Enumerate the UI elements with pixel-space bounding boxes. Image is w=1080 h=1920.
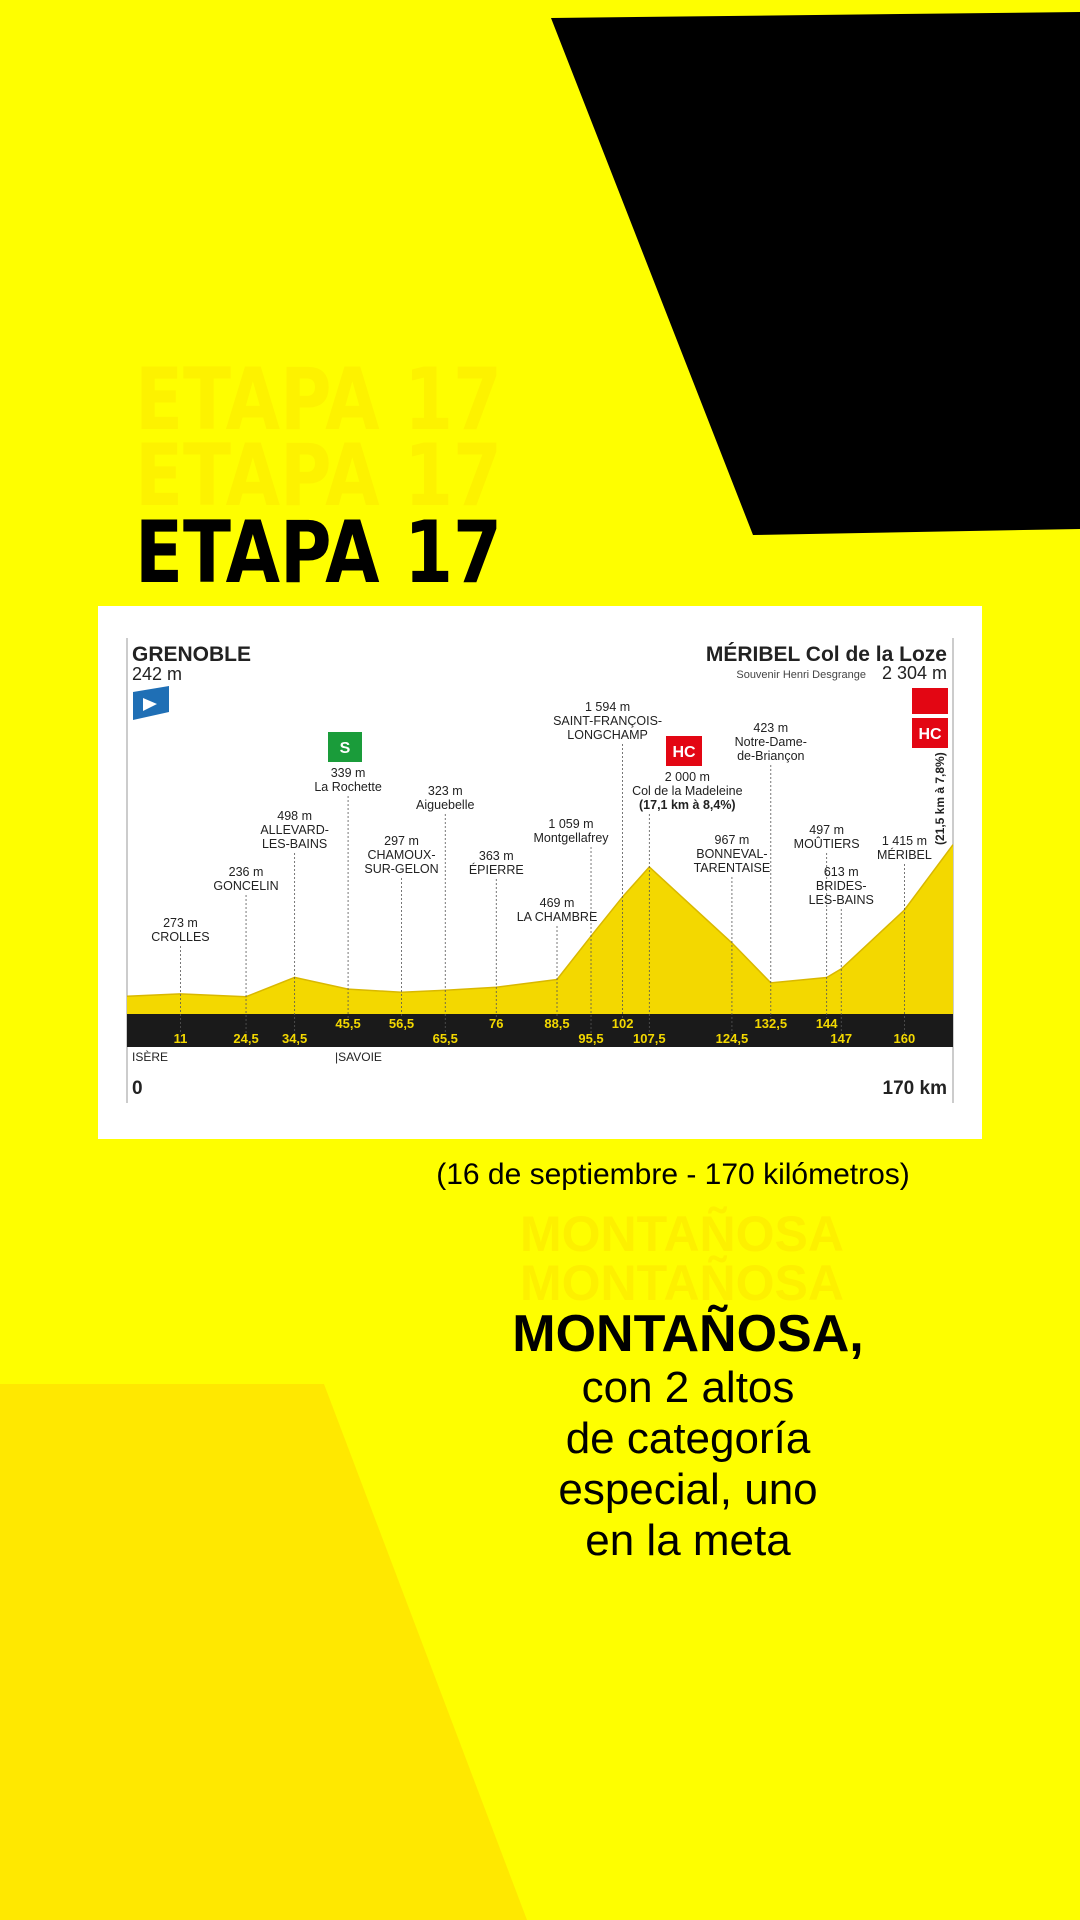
km-label: 124,5 (716, 1031, 749, 1046)
place-name: MOÛTIERS (794, 836, 860, 851)
km-label: 95,5 (578, 1031, 603, 1046)
place-name: GONCELIN (213, 879, 278, 893)
place-name: Col de la Madeleine (632, 784, 743, 798)
km-label: 160 (894, 1031, 916, 1046)
sprint-label: S (340, 740, 351, 757)
elevation-label: 2 000 m (665, 770, 710, 784)
info-line: en la meta (585, 1516, 791, 1565)
km-label: 107,5 (633, 1031, 666, 1046)
finish-elevation: 2 304 m (882, 663, 947, 683)
elevation-label: 339 m (331, 766, 366, 780)
hc-label: HC (918, 726, 942, 743)
elevation-label: 613 m (824, 865, 859, 879)
type-echo: MONTAÑOSA (520, 1206, 844, 1262)
info-line: con 2 altos (582, 1363, 795, 1412)
place-name: Notre-Dame- (735, 735, 807, 749)
region: ISÈRE (132, 1049, 168, 1064)
black-shape (551, 12, 1080, 535)
elevation-label: 297 m (384, 834, 419, 848)
km-label: 76 (489, 1016, 503, 1031)
place-name: LES-BAINS (262, 837, 327, 851)
info-line: especial, uno (558, 1465, 817, 1514)
elevation-label: 323 m (428, 784, 463, 798)
place-name: CHAMOUX- (367, 848, 435, 862)
start-elevation: 242 m (132, 664, 182, 684)
km-label: 132,5 (755, 1016, 788, 1031)
region: |SAVOIE (335, 1050, 382, 1064)
date: (16 de septiembre - 170 kilómetros) (436, 1158, 910, 1191)
place-name: Aiguebelle (416, 798, 474, 812)
profile-card (98, 606, 982, 1139)
elevation-label: 469 m (540, 896, 575, 910)
place-name: TARENTAISE (694, 861, 771, 875)
place-name: MÉRIBEL (877, 847, 932, 862)
title: ETAPA 17 (135, 503, 502, 603)
place-name: ALLEVARD- (260, 823, 329, 837)
elevation-label: 967 m (715, 833, 750, 847)
hc-badge (666, 736, 702, 766)
km-label: 147 (830, 1031, 852, 1046)
place-name: LA CHAMBRE (517, 910, 598, 924)
info-line: de categoría (566, 1414, 811, 1463)
km-label: 88,5 (544, 1016, 569, 1031)
place-name: LONGCHAMP (567, 728, 648, 742)
km-label: 34,5 (282, 1031, 307, 1046)
km-label: 102 (612, 1016, 634, 1031)
place-name: SUR-GELON (364, 862, 438, 876)
title-echo: ETAPA 17 (135, 350, 502, 450)
km-label: 45,5 (335, 1016, 360, 1031)
sprint-badge (328, 732, 362, 762)
place-name: ÉPIERRE (469, 862, 524, 877)
shade-shape (0, 1384, 527, 1920)
place-name: BRIDES- (816, 879, 867, 893)
finish-flag (912, 688, 948, 714)
elevation-label: 363 m (479, 849, 514, 863)
place-name: La Rochette (314, 780, 381, 794)
elevation-label: 497 m (809, 823, 844, 837)
hc-badge (912, 718, 948, 748)
km-label: 24,5 (233, 1031, 258, 1046)
elevation-label: 423 m (753, 721, 788, 735)
title-echo: ETAPA 17 (135, 426, 502, 526)
climb-label: (21,5 km à 7,8%) (933, 752, 947, 845)
start-km: 0 (132, 1078, 143, 1099)
km-label: 144 (816, 1016, 838, 1031)
profile-line (126, 844, 954, 998)
elevation-label: 1 415 m (882, 834, 927, 848)
elevation-label: 236 m (229, 865, 264, 879)
place-name: CROLLES (151, 930, 209, 944)
place-name: Montgellafrey (533, 831, 609, 845)
place-name: LES-BAINS (809, 893, 874, 907)
elevation-label: 1 594 m (585, 700, 630, 714)
elevation-label: 273 m (163, 916, 198, 930)
place-name: (17,1 km à 8,4%) (639, 798, 736, 812)
type-echo: MONTAÑOSA (520, 1255, 844, 1311)
profile-fill (127, 844, 953, 1014)
start-arrow (143, 698, 157, 711)
km-label: 11 (174, 1031, 188, 1046)
km-label: 56,5 (389, 1016, 414, 1031)
hc-label: HC (672, 744, 696, 761)
km-band (127, 1014, 953, 1047)
elevation-label: 1 059 m (548, 817, 593, 831)
finish-km: 170 km (883, 1078, 947, 1099)
type: MONTAÑOSA, (512, 1304, 863, 1363)
place-name: de-Briançon (737, 749, 804, 763)
finish-name: MÉRIBEL Col de la Loze (706, 643, 947, 666)
km-label: 65,5 (433, 1031, 458, 1046)
finish-subtitle: Souvenir Henri Desgrange (736, 669, 866, 681)
elevation-label: 498 m (277, 809, 312, 823)
start-name: GRENOBLE (132, 643, 251, 666)
place-name: BONNEVAL- (696, 847, 767, 861)
place-name: SAINT-FRANÇOIS- (553, 714, 662, 728)
